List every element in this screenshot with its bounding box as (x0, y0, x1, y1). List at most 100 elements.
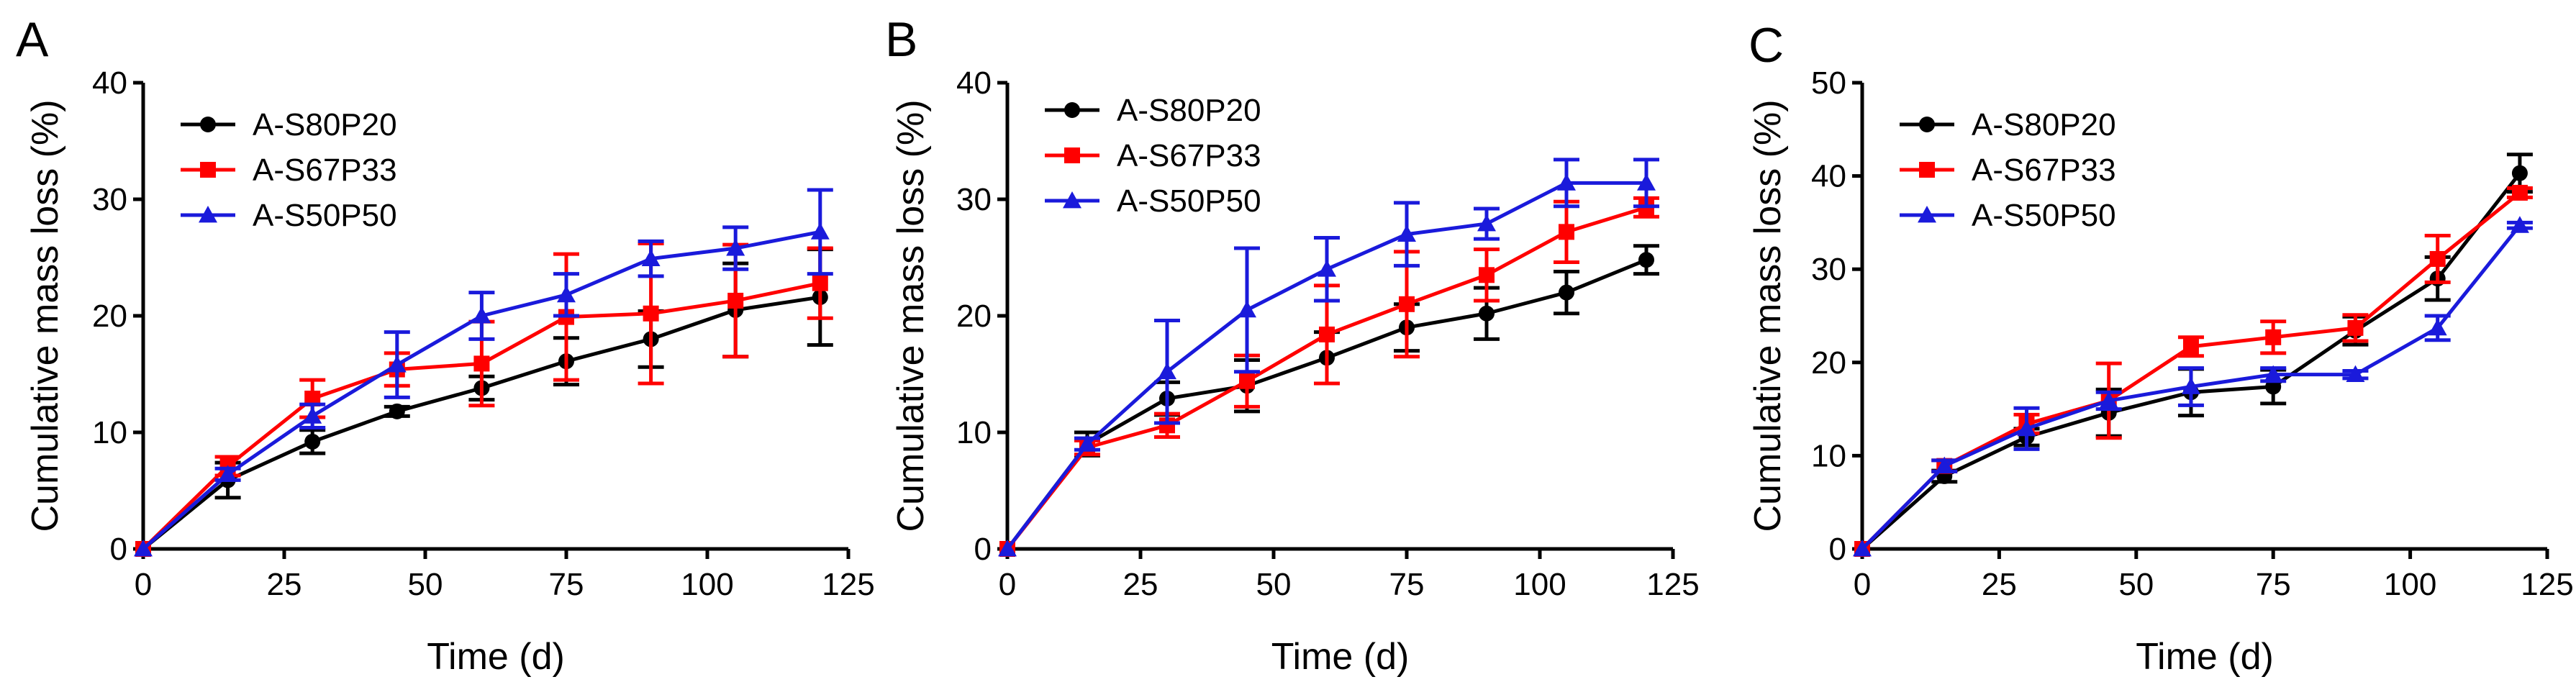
x-tick-label: 125 (2521, 567, 2573, 602)
data-point (387, 355, 407, 373)
legend-label: A-S50P50 (253, 198, 397, 233)
y-tick-label: 10 (92, 415, 127, 450)
data-point (1935, 456, 1954, 474)
series-a-s80p20 (999, 244, 1659, 557)
data-point (2510, 216, 2529, 233)
legend-marker (1064, 147, 1080, 163)
x-tick-label: 125 (1646, 567, 1699, 602)
y-tick-label: 20 (1811, 345, 1846, 381)
x-tick-label: 100 (2384, 567, 2436, 602)
data-point (1239, 373, 1255, 389)
legend-marker (1918, 206, 1936, 223)
legend-marker (1063, 191, 1081, 209)
legend-label: A-S80P20 (253, 107, 397, 142)
y-tick-label: 20 (92, 299, 127, 334)
y-axis-label: Cumulative mass loss (%) (24, 99, 66, 532)
data-point (1479, 267, 1495, 283)
data-point (1477, 214, 1496, 232)
y-tick-label: 40 (92, 65, 127, 101)
legend-marker (200, 117, 216, 132)
x-tick-label: 25 (1982, 567, 2017, 602)
x-tick-label: 25 (1123, 567, 1158, 602)
data-point (812, 275, 828, 291)
y-tick-label: 40 (1811, 159, 1846, 194)
panel-a: A 0 25 50 75 100 125 0 10 20 30 40 Time (d) Cumulativ… (16, 12, 875, 678)
y-tick-label: 30 (92, 182, 127, 217)
x-axis-label: Time (d) (427, 636, 565, 678)
x-tick-label: 0 (999, 567, 1016, 602)
data-point (1479, 305, 1495, 322)
x-tick-label: 75 (2256, 567, 2291, 602)
data-point (2099, 391, 2118, 409)
legend-label: A-S67P33 (253, 153, 397, 188)
data-point (727, 292, 744, 309)
legend-label: A-S67P33 (1117, 138, 1261, 173)
data-point (1853, 540, 1872, 557)
legend: A-S80P20 A-S67P33 A-S50P50 (1045, 93, 1261, 219)
data-point (1397, 224, 1416, 242)
data-point (303, 406, 322, 424)
data-point (2265, 329, 2282, 345)
legend-label: A-S80P20 (1972, 107, 2116, 142)
y-tick-label: 20 (956, 299, 992, 334)
data-point (2347, 319, 2364, 336)
legend-marker (1919, 117, 1935, 132)
panel-c: C 0 25 50 75 100 125 0 10 20 30 40 50 Time (d) Cumulat… (1747, 18, 2574, 678)
legend-label: A-S50P50 (1117, 183, 1261, 219)
legend: A-S80P20 A-S67P33 A-S50P50 (181, 107, 397, 233)
y-tick-label: 0 (110, 532, 127, 567)
panel-b: B 0 25 50 75 100 125 0 10 20 30 40 Time (d) Cumulativ… (885, 12, 1700, 678)
data-point (1559, 224, 1574, 240)
data-point (1559, 284, 1574, 301)
y-axis-label: Cumulative mass loss (%) (890, 99, 932, 532)
data-point (643, 305, 659, 322)
y-tick-label: 0 (974, 532, 992, 567)
series-a-s67p33 (1854, 184, 2533, 557)
data-point (1637, 173, 1656, 191)
data-point (473, 355, 490, 372)
data-point (472, 306, 491, 324)
x-tick-label: 25 (267, 567, 302, 602)
x-tick-label: 75 (549, 567, 584, 602)
data-point (998, 540, 1017, 557)
data-point (1557, 173, 1576, 191)
data-point (304, 433, 321, 450)
data-point (1238, 300, 1256, 318)
data-point (2181, 377, 2200, 394)
data-point (557, 285, 576, 303)
y-tick-label: 30 (1811, 252, 1846, 287)
panel-label: A (16, 12, 49, 67)
legend: A-S80P20 A-S67P33 A-S50P50 (1900, 107, 2116, 233)
y-tick-label: 0 (1829, 532, 1846, 567)
data-point (218, 465, 237, 482)
data-point (2264, 365, 2283, 383)
data-point (1638, 252, 1654, 268)
legend-marker (1064, 102, 1080, 118)
legend-label: A-S80P20 (1117, 93, 1261, 128)
panel-label: C (1749, 18, 1784, 73)
series-a-s67p33 (999, 196, 1659, 557)
x-tick-label: 0 (135, 567, 152, 602)
data-point (1158, 362, 1176, 380)
data-point (304, 391, 321, 407)
x-tick-label: 0 (1854, 567, 1871, 602)
x-tick-label: 100 (681, 567, 733, 602)
x-axis-label: Time (d) (1271, 636, 1410, 678)
series-a-s50p50 (1853, 216, 2533, 557)
x-tick-label: 50 (1256, 567, 1292, 602)
series-a-s50p50 (134, 188, 833, 557)
data-point (2429, 250, 2446, 267)
series-line (1861, 172, 2521, 550)
data-point (726, 239, 745, 256)
x-tick-label: 50 (408, 567, 443, 602)
legend-marker (1919, 162, 1935, 178)
data-point (810, 222, 830, 240)
data-point (2017, 419, 2036, 437)
series-a-s50p50 (998, 158, 1659, 557)
x-axis-label: Time (d) (2136, 636, 2274, 678)
y-axis-label: Cumulative mass loss (%) (1747, 99, 1789, 532)
legend-label: A-S67P33 (1972, 153, 2116, 188)
data-point (1319, 326, 1335, 342)
data-point (2428, 318, 2447, 336)
data-point (2511, 165, 2528, 181)
